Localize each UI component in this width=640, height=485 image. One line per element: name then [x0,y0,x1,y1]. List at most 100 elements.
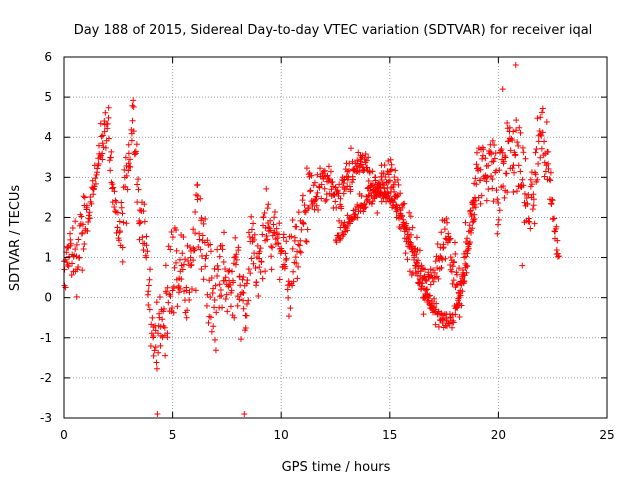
data-point [163,290,170,297]
data-point [490,158,497,165]
data-point [369,168,376,175]
data-point [105,114,112,121]
data-point [500,158,507,165]
data-point [231,314,238,321]
data-point [298,226,305,233]
data-point [453,269,460,276]
data-point [318,195,325,202]
data-point [517,168,524,175]
data-point [120,219,127,226]
data-point [359,152,366,159]
data-point [232,253,239,260]
data-point [137,219,144,226]
data-point [192,209,199,216]
data-point [442,255,449,262]
data-point [499,86,506,93]
data-point [438,264,445,271]
data-point [534,176,541,183]
data-point [483,178,490,185]
data-point [447,261,454,268]
data-point [75,236,82,243]
data-point [516,124,523,131]
data-point [475,167,482,174]
data-point [161,324,168,331]
data-point [67,230,74,237]
data-point [328,186,335,193]
data-point [276,276,283,283]
data-point [232,261,239,268]
data-point [186,289,193,296]
data-point [215,266,222,273]
data-point [448,268,455,275]
data-point [530,202,537,209]
data-point [434,240,441,247]
data-point [235,247,242,254]
data-point [153,299,160,306]
data-point [532,149,539,156]
data-point [228,287,235,294]
data-point [271,214,278,221]
data-point [217,286,224,293]
data-point [397,206,404,213]
data-point [367,188,374,195]
data-point [422,276,429,283]
data-point [150,332,157,339]
data-point [513,117,520,124]
data-point [211,297,218,304]
data-point [156,310,163,317]
data-point [113,229,120,236]
data-point [107,154,114,161]
data-point [127,163,134,170]
data-point [303,238,310,245]
data-point [285,313,292,320]
data-point [310,182,317,189]
data-point [198,215,205,222]
data-point [501,153,508,160]
data-point [450,277,457,284]
data-point [140,208,147,215]
y-tick-label: -2 [40,371,52,385]
data-point [475,194,482,201]
data-point [387,188,394,195]
data-point [132,150,139,157]
x-tick-label: 0 [60,428,68,442]
data-point [452,311,459,318]
data-point [509,137,516,144]
data-point [113,199,120,206]
data-point [243,280,250,287]
data-point [543,118,550,125]
data-point [449,311,456,318]
data-point [250,260,257,267]
data-point [379,180,386,187]
data-point [449,324,456,331]
data-point [130,97,137,104]
data-point [124,186,131,193]
data-point [496,207,503,214]
data-point [534,115,541,122]
data-point [153,365,160,372]
data-point [464,235,471,242]
data-point [493,187,500,194]
data-point [99,150,106,157]
data-point [125,150,132,157]
data-point [102,144,109,151]
data-point [125,141,132,148]
ticks-layer: 0 5 10 15 20 25 -3 -2 -1 0 1 2 3 4 5 6 [40,50,615,442]
data-point [234,302,241,309]
data-point [539,105,546,112]
data-point [236,273,243,280]
data-point [494,230,501,237]
data-point [194,181,201,188]
data-point [513,127,520,134]
data-point [494,196,501,203]
data-point [263,185,270,192]
data-point [528,181,535,188]
data-point [257,268,264,275]
data-point [463,269,470,276]
x-tick-label: 25 [599,428,614,442]
data-point [435,323,442,330]
data-point [105,104,112,111]
data-point [413,259,420,266]
data-point [397,225,404,232]
